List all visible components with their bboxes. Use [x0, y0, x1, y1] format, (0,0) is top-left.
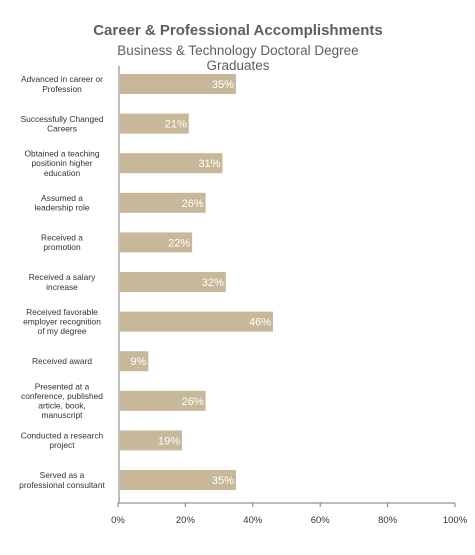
category-label: Successfully Changed Careers: [21, 114, 104, 134]
data-label: 46%: [249, 317, 271, 329]
bar: [120, 430, 183, 451]
chart-title: Career & Professional Accomplishments: [93, 22, 383, 39]
category-label: Conducted a research project: [21, 431, 104, 451]
bar: [120, 390, 206, 411]
category-label: Assumed a leadership role: [35, 193, 90, 213]
bar: [120, 153, 223, 174]
x-tick-label: 60%: [311, 515, 331, 526]
data-label: 9%: [130, 356, 146, 368]
category-label: Received a promotion: [41, 233, 83, 253]
bar: [120, 232, 193, 253]
x-tick-label: 80%: [378, 515, 398, 526]
category-label: Received a salary increase: [29, 272, 96, 292]
bar: [120, 113, 189, 134]
category-label: Received award: [32, 356, 92, 366]
data-label: 19%: [158, 435, 180, 447]
bar: [120, 272, 226, 292]
bar: [120, 311, 274, 332]
category-label: Received favorable employer recognition of…: [23, 307, 101, 336]
chart-subtitle: Business & Technology Doctoral Degree Gr…: [117, 43, 359, 73]
bar: [120, 351, 149, 372]
bar: [120, 74, 236, 94]
category-label: Obtained a teaching positionin higher educ…: [25, 149, 100, 178]
data-label: 22%: [168, 237, 190, 249]
data-label: 35%: [212, 475, 234, 487]
category-label: Advanced in career or Profession: [21, 74, 103, 94]
x-tick-label: 100%: [443, 515, 468, 526]
data-label: 26%: [182, 198, 204, 210]
data-label: 21%: [165, 119, 187, 131]
bar: [120, 470, 236, 490]
x-tick-label: 0%: [111, 515, 125, 526]
x-tick-label: 20%: [176, 515, 196, 526]
data-label: 35%: [212, 79, 234, 91]
bar: [120, 192, 206, 213]
data-label: 31%: [198, 158, 220, 170]
category-label: Presented at a conference, published artic…: [21, 381, 103, 420]
data-label: 26%: [182, 396, 204, 408]
x-tick-label: 40%: [243, 515, 263, 526]
data-label: 32%: [202, 277, 224, 289]
category-label: Served as a professional consultant: [19, 470, 105, 490]
